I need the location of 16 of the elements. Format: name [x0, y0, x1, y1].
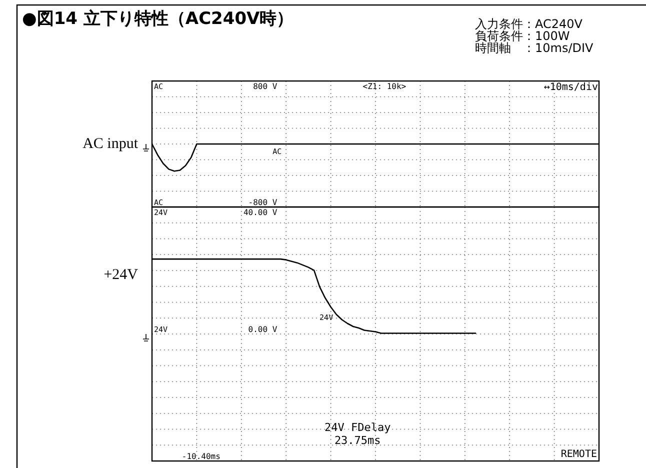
- text: REMOTE: [560, 449, 597, 460]
- annotation: 0.00 V: [248, 325, 278, 334]
- text: 負荷条件：100W: [475, 29, 570, 43]
- text: 800 V: [253, 82, 278, 91]
- text: 24V FDelay: [324, 421, 392, 434]
- series-label: +24V: [104, 267, 138, 284]
- text: <Z1: 10k>: [362, 82, 406, 91]
- text: 入力条件：AC240V: [475, 17, 584, 31]
- text: 40.00 V: [243, 208, 278, 217]
- text: 23.75ms: [334, 434, 381, 447]
- text: -10.40ms: [182, 452, 221, 461]
- legend-label: AC input: [82, 136, 139, 152]
- text: ↔10ms/div: [544, 82, 598, 93]
- chart-title: ●図14 立下り特性（AC240V時）: [22, 9, 294, 29]
- text: 時間軸 ：10ms/DIV: [475, 41, 594, 55]
- text: -800 V: [248, 198, 278, 207]
